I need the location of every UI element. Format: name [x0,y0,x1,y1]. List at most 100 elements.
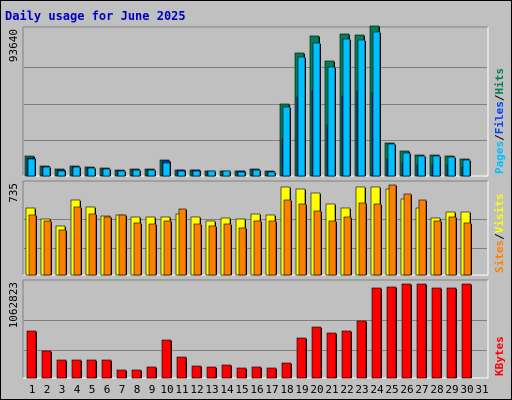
kbytes-bar-day-2 [41,350,52,379]
x-tick-day-1: 1 [29,383,36,396]
legend-files: Files [493,101,506,134]
kbytes-bar-day-22 [341,330,352,379]
sites-bar-day-6 [103,216,112,276]
sites-bar-day-13-body [208,225,217,276]
kbytes-bar-day-8-body [131,369,142,379]
kbytes-bar-day-13 [206,366,217,379]
pages-bar-day-11 [177,170,186,177]
pages-bar-day-5 [87,167,96,177]
kbytes-bar-day-11 [176,356,187,379]
pages-bar-day-7-body [117,170,126,177]
pages-bar-day-6-body [102,168,111,177]
kbytes-bar-day-26-body [401,283,412,379]
sites-bar-day-30-body [463,222,472,276]
panel-1-y-max-label: 93640 [7,29,20,62]
kbytes-bar-day-2-body [41,350,52,379]
pages-bar-day-22 [342,38,351,177]
pages-bar-day-17-body [267,171,276,177]
kbytes-bar-day-15 [236,367,247,379]
sites-bar-day-25 [388,184,397,276]
sites-bar-day-24-body [373,203,382,276]
kbytes-bar-day-20-body [311,326,322,379]
legend-separator: / [493,134,506,141]
sites-bar-day-1-body [28,214,37,276]
sites-bar-day-9 [148,223,157,276]
pages-bar-day-6 [102,168,111,177]
sites-bar-day-6-body [103,216,112,276]
pages-bar-day-12-body [192,170,201,177]
kbytes-bar-day-29-body [446,287,457,379]
x-tick-day-7: 7 [119,383,126,396]
kbytes-bar-day-3 [56,359,67,379]
kbytes-bar-day-27-body [416,283,427,379]
x-tick-day-15: 15 [235,383,248,396]
pages-bar-day-4 [72,166,81,177]
kbytes-bar-day-5 [86,359,97,379]
legend-visits: Visits [493,194,506,234]
sites-bar-day-7 [118,214,127,276]
panel-1-legend: Pages/Files/Hits [493,68,506,174]
sites-bar-day-21-body [328,220,337,276]
pages-bar-day-5-body [87,167,96,177]
panel-2-legend: Sites/Visits [493,194,506,274]
pages-bar-day-17 [267,171,276,177]
kbytes-bar-day-30 [461,283,472,379]
pages-bar-day-30 [462,159,471,177]
kbytes-bar-day-4 [71,359,82,379]
sites-bar-day-11-body [178,208,187,276]
x-tick-day-18: 18 [280,383,293,396]
panel-2-y-max-label: 735 [7,183,20,203]
sites-bar-day-20 [313,210,322,276]
sites-bar-day-21 [328,220,337,276]
pages-bar-day-18-body [282,106,291,177]
x-tick-day-11: 11 [175,383,188,396]
pages-bar-day-24 [372,31,381,177]
sites-bar-day-3 [58,229,67,276]
x-tick-day-6: 6 [104,383,111,396]
kbytes-bar-day-30-body [461,283,472,379]
pages-bar-day-10-body [162,162,171,177]
sites-bar-day-27-body [418,199,427,276]
sites-bar-day-17 [268,220,277,276]
pages-bar-day-29-body [447,156,456,177]
kbytes-bar-day-27 [416,283,427,379]
pages-bar-day-1 [27,158,36,177]
pages-bar-day-11-body [177,170,186,177]
x-tick-day-13: 13 [205,383,218,396]
kbytes-bar-day-12-body [191,365,202,379]
sites-bar-day-11 [178,208,187,276]
pages-bar-day-19-body [297,56,306,177]
x-tick-day-19: 19 [295,383,308,396]
x-tick-day-2: 2 [44,383,51,396]
kbytes-bar-day-22-body [341,330,352,379]
kbytes-bar-day-17-body [266,367,277,379]
sites-bar-day-23 [358,202,367,276]
kbytes-bar-day-9 [146,366,157,379]
pages-bar-day-30-body [462,159,471,177]
sites-bar-day-29 [448,216,457,276]
sites-bar-day-26-body [403,193,412,276]
x-tick-day-8: 8 [134,383,141,396]
kbytes-bar-day-19 [296,337,307,379]
sites-bar-day-5-body [88,213,97,276]
x-tick-day-10: 10 [160,383,173,396]
x-tick-day-21: 21 [325,383,338,396]
x-tick-day-29: 29 [445,383,458,396]
sites-bar-day-27 [418,199,427,276]
sites-bar-day-29-body [448,216,457,276]
sites-bar-day-7-body [118,214,127,276]
sites-bar-day-15-body [238,227,247,276]
pages-bar-day-2 [42,166,51,177]
pages-bar-day-20-body [312,42,321,177]
x-tick-day-3: 3 [59,383,66,396]
sites-bar-day-12-body [193,223,202,276]
pages-bar-day-3 [57,170,66,177]
sites-bar-day-19-body [298,203,307,276]
x-tick-day-23: 23 [355,383,368,396]
kbytes-bar-day-8 [131,369,142,379]
pages-bar-day-7 [117,170,126,177]
sites-bar-day-8 [133,222,142,276]
sites-bar-day-4-body [73,206,82,276]
kbytes-bar-day-6-body [101,359,112,379]
